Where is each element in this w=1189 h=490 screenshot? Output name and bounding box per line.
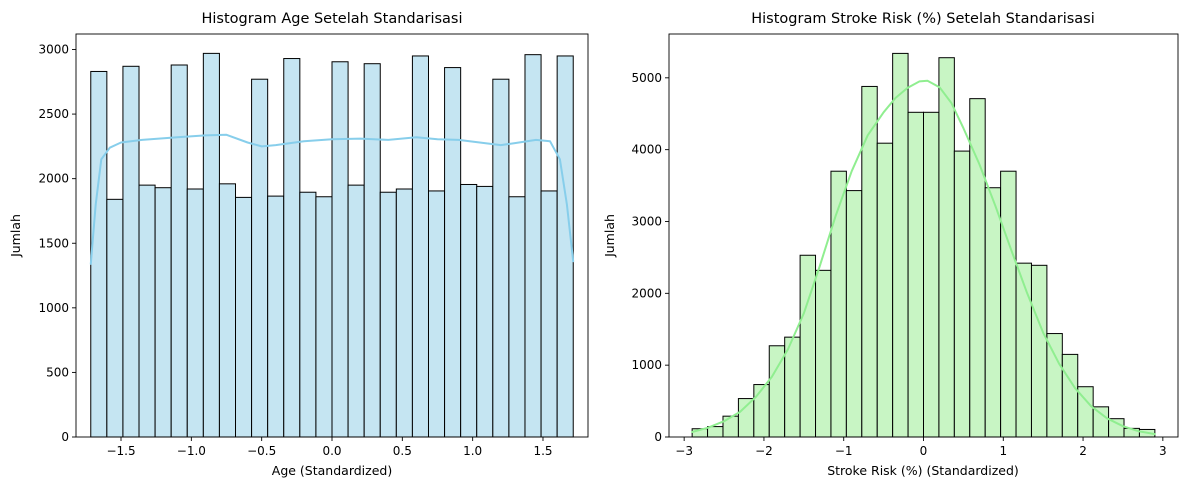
y-tick-label: 0 <box>61 430 69 444</box>
y-tick-label: 5000 <box>631 71 662 85</box>
x-tick-label: 1.0 <box>463 444 482 458</box>
bars <box>90 52 574 438</box>
chart-title: Histogram Age Setelah Standarisasi <box>202 11 463 27</box>
histogram-bar <box>907 111 924 438</box>
histogram-bar <box>492 78 510 438</box>
histogram-bar <box>315 196 333 438</box>
x-axis-ticks: −3 −2 −1 0 1 2 3 <box>675 437 1167 458</box>
histogram-bar <box>1015 262 1032 438</box>
histogram-bar <box>923 111 940 438</box>
x-axis-label: Age (Standardized) <box>272 463 392 478</box>
age-histogram-panel: Histogram Age Setelah Standarisasi −1.5−… <box>8 11 589 478</box>
histogram-bar <box>938 57 955 438</box>
histogram-bar <box>524 54 542 438</box>
y-tick-label: 1500 <box>38 236 69 250</box>
kde-curve-group <box>89 133 575 265</box>
x-tick-label: −2 <box>755 444 773 458</box>
y-tick-label: 2000 <box>631 286 662 300</box>
histogram-bar <box>218 183 237 438</box>
x-tick-label: −1.0 <box>177 444 206 458</box>
histogram-bar <box>707 426 724 438</box>
kde-curve <box>691 79 1156 436</box>
bars <box>691 52 1156 438</box>
histogram-bar <box>202 52 220 438</box>
x-tick-label: 0 <box>920 444 928 458</box>
histogram-bar <box>106 198 124 438</box>
histogram-bar <box>1000 170 1017 438</box>
histogram-bar <box>830 170 847 438</box>
histogram-bar <box>411 55 429 438</box>
y-axis-label: Jumlah <box>602 214 617 258</box>
kde-curve-group <box>691 79 1156 436</box>
histogram-bar <box>363 63 381 438</box>
histogram-bar <box>460 183 478 438</box>
y-tick-label: 2000 <box>38 172 69 186</box>
histogram-bar <box>540 190 558 438</box>
histogram-bar <box>186 188 204 438</box>
x-tick-label: 1.5 <box>533 444 552 458</box>
histogram-bar <box>90 70 108 438</box>
x-tick-label: −1 <box>835 444 853 458</box>
histogram-bar <box>235 196 253 438</box>
y-tick-label: 3000 <box>38 43 69 57</box>
histogram-bar <box>892 52 909 438</box>
histogram-bar <box>737 398 755 438</box>
x-tick-label: 0.5 <box>393 444 412 458</box>
y-tick-label: 0 <box>654 430 662 444</box>
histogram-bar <box>170 64 188 438</box>
y-tick-label: 3000 <box>631 214 662 228</box>
y-axis-ticks: 0 500 1000 1500 2000 2500 3000 <box>38 43 76 444</box>
histogram-bar <box>379 191 397 438</box>
y-axis-ticks: 0 1000 2000 3000 4000 5000 <box>631 71 669 444</box>
histogram-bar <box>283 58 301 438</box>
histogram-bar <box>753 384 770 438</box>
y-axis-label: Jumlah <box>8 214 23 258</box>
x-tick-label: −3 <box>675 444 693 458</box>
histogram-bar <box>444 67 462 438</box>
histogram-bar <box>476 185 494 438</box>
histogram-bar <box>251 78 269 438</box>
histogram-bar <box>953 150 971 438</box>
histogram-bar <box>1061 353 1079 438</box>
x-axis-ticks: −1.5 −1.0 −0.5 0.0 0.5 1.0 1.5 <box>106 437 553 458</box>
histogram-bar <box>1030 264 1048 438</box>
y-tick-label: 500 <box>46 365 69 379</box>
y-tick-label: 2500 <box>38 107 69 121</box>
histogram-bar <box>331 61 349 438</box>
histogram-bar <box>1108 418 1125 438</box>
histogram-bar <box>876 142 894 438</box>
x-tick-label: −0.5 <box>247 444 276 458</box>
histogram-bar <box>154 187 172 438</box>
x-tick-label: 2 <box>1079 444 1087 458</box>
histogram-bar <box>267 195 285 438</box>
histogram-bar <box>299 191 317 438</box>
histogram-bar <box>427 190 446 438</box>
histogram-bar <box>1092 406 1110 438</box>
x-axis-label: Stroke Risk (%) (Standardized) <box>827 463 1019 478</box>
kde-curve <box>89 133 575 265</box>
histogram-bar <box>138 184 156 438</box>
histogram-bar <box>815 269 832 438</box>
x-tick-label: −1.5 <box>106 444 135 458</box>
histogram-bar <box>1046 333 1063 438</box>
histogram-bar <box>508 196 526 438</box>
x-tick-label: 3 <box>1159 444 1167 458</box>
x-tick-label: 1 <box>999 444 1007 458</box>
histogram-bar <box>984 187 1002 438</box>
y-tick-label: 4000 <box>631 143 662 157</box>
stroke-risk-histogram-panel: Histogram Stroke Risk (%) Setelah Standa… <box>602 11 1179 478</box>
histogram-bar <box>861 85 878 438</box>
histogram-bar <box>347 184 365 438</box>
histogram-bar <box>122 65 140 438</box>
histogram-bar <box>845 190 863 438</box>
x-tick-label: 0.0 <box>322 444 341 458</box>
chart-title: Histogram Stroke Risk (%) Setelah Standa… <box>751 11 1095 27</box>
y-tick-label: 1000 <box>38 301 69 315</box>
histogram-bar <box>395 188 413 438</box>
y-tick-label: 1000 <box>631 358 662 372</box>
